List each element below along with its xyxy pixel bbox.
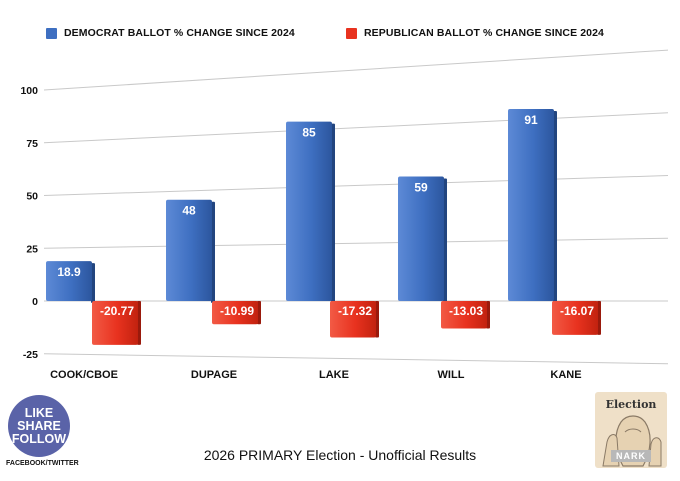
rep-bar-1: [212, 301, 258, 325]
rep-value-label-3: -13.03: [449, 304, 483, 318]
rep-bar-4: [552, 301, 598, 335]
dem-bar-3: [398, 176, 444, 301]
legend: DEMOCRAT BALLOT % CHANGE SINCE 2024 REPU…: [0, 27, 680, 47]
x-axis: COOK/CBOE DUPAGE LAKE WILL KANE: [50, 369, 582, 381]
gridline-1: [43, 112, 669, 144]
dem-bar-2: [286, 121, 332, 302]
gridline-2: [43, 175, 669, 196]
y-tick-label-2: 50: [26, 191, 38, 203]
dem-value-label-1: 48: [182, 204, 196, 218]
dem-bar-1: [166, 199, 212, 301]
y-tick-label-3: 25: [26, 243, 38, 255]
x-category-label-4: KANE: [550, 369, 581, 381]
gridline-5: [43, 353, 669, 365]
gridline-3: [43, 237, 669, 249]
y-tick-label-4: 0: [32, 296, 38, 308]
y-tick-label-0: 100: [20, 85, 38, 97]
legend-label-democrat: DEMOCRAT BALLOT % CHANGE SINCE 2024: [64, 27, 295, 39]
legend-item-republican: REPUBLICAN BALLOT % CHANGE SINCE 2024: [346, 27, 604, 39]
like-share-follow-badge[interactable]: LIKE SHARE FOLLOW: [8, 395, 70, 457]
rep-bar-3: [441, 301, 487, 329]
badge-line-follow: FOLLOW: [11, 431, 67, 446]
dem-value-label-0: 18.9: [57, 265, 81, 279]
dem-value-label-4: 91: [524, 113, 538, 127]
legend-label-republican: REPUBLICAN BALLOT % CHANGE SINCE 2024: [364, 27, 604, 39]
bars: 18.9 -20.77 48 -10.99 85 -17.32 59 -13.03 91 -16.…: [46, 108, 601, 345]
bar-chart: 100 75 50 25 0 -25 18.9 -20.77 48 -10.99 85 -17.32…: [20, 49, 669, 381]
rep-value-label-0: -20.77: [100, 304, 134, 318]
rep-value-label-4: -16.07: [560, 304, 594, 318]
x-category-label-2: LAKE: [319, 369, 349, 381]
y-axis: 100 75 50 25 0 -25: [20, 85, 38, 361]
legend-swatch-republican: [346, 27, 357, 39]
legend-item-democrat: DEMOCRAT BALLOT % CHANGE SINCE 2024: [46, 27, 295, 39]
rep-bar-2: [330, 301, 376, 338]
logo-title: Election: [605, 398, 657, 411]
election-nark-logo: Election NARK: [595, 392, 667, 468]
rep-value-label-2: -17.32: [338, 304, 372, 318]
social-label: FACEBOOK/TWITTER: [6, 460, 79, 467]
gridline-0: [43, 49, 669, 91]
x-category-label-1: DUPAGE: [191, 369, 237, 381]
badge-line-like: LIKE: [24, 405, 54, 420]
logo-brand: NARK: [611, 450, 651, 462]
dem-value-label-2: 85: [302, 126, 316, 140]
dem-bar-0: [46, 261, 92, 301]
legend-swatch-democrat: [46, 27, 57, 39]
rep-bar-0: [92, 301, 138, 345]
x-category-label-3: WILL: [438, 369, 465, 381]
x-category-label-0: COOK/CBOE: [50, 369, 118, 381]
footer-caption: 2026 PRIMARY Election - Unofficial Resul…: [203, 447, 477, 463]
dem-value-label-3: 59: [414, 181, 428, 195]
dem-bar-4: [508, 108, 554, 302]
y-tick-label-1: 75: [26, 138, 38, 150]
y-tick-label-5: -25: [23, 349, 38, 361]
rep-value-label-1: -10.99: [220, 304, 254, 318]
badge-line-share: SHARE: [17, 418, 61, 433]
